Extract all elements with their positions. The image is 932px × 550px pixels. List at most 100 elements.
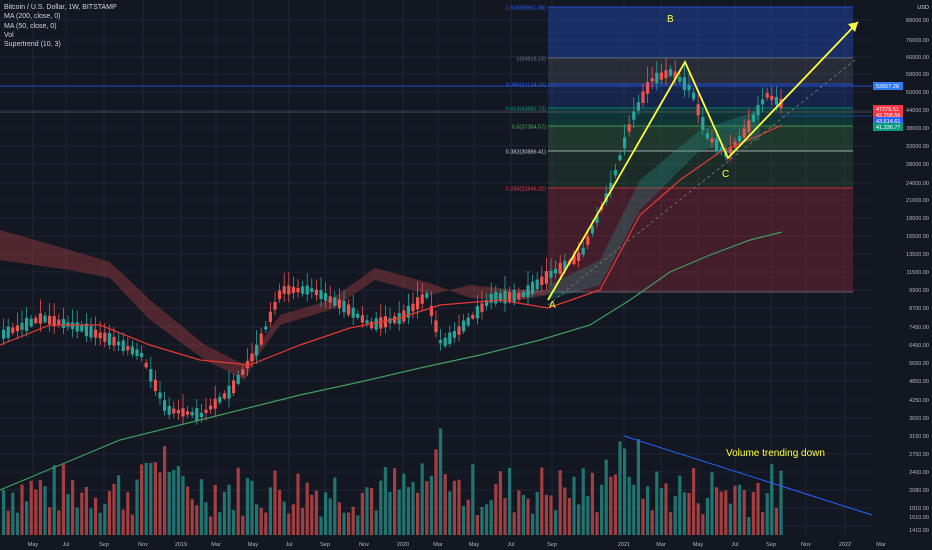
volume-bar [61, 464, 65, 535]
volume-bar [765, 493, 769, 535]
volume-bar [429, 475, 433, 535]
volume-bar [66, 493, 70, 535]
price-axis-label: 1810.00 [909, 506, 929, 512]
price-candle [535, 279, 539, 290]
price-candle [466, 317, 470, 326]
price-candle [540, 276, 544, 286]
volume-bar [103, 503, 107, 535]
price-candle [15, 325, 19, 332]
price-candle [489, 293, 493, 303]
volume-bar [600, 484, 604, 535]
price-axis-label: 24000.00 [906, 181, 929, 187]
price-candle [163, 400, 167, 411]
time-axis-label: Jul [285, 542, 292, 548]
price-axis-label: 32000.00 [906, 144, 929, 150]
fib-zone [548, 108, 853, 126]
price-candle [149, 369, 153, 382]
price-candle [6, 326, 10, 338]
volume-bar [715, 487, 719, 535]
volume-bar [374, 510, 378, 535]
time-axis [0, 535, 872, 550]
price-candle [301, 286, 305, 294]
price-candle [278, 290, 282, 300]
price-candle [715, 138, 719, 152]
volume-bar [126, 492, 130, 535]
volume-bar [632, 484, 636, 535]
volume-bar [52, 465, 56, 535]
price-candle [655, 72, 659, 84]
price-candle [531, 281, 535, 294]
legend-ma50[interactable]: MA (50, close, 0) [4, 22, 57, 30]
price-candle [296, 287, 300, 293]
volume-bar [480, 506, 484, 535]
volume-bar [779, 470, 783, 535]
price-candle [255, 344, 259, 356]
price-candle [521, 292, 525, 297]
volume-bar [604, 459, 608, 535]
legend-supertrend[interactable]: Supertrend (10, 3) [4, 41, 61, 49]
price-candle [241, 369, 245, 375]
volume-bar [724, 490, 728, 535]
price-candle [11, 327, 15, 333]
wave-abcd-line [547, 21, 859, 301]
price-candle [462, 320, 466, 332]
volume-bar [268, 487, 272, 535]
volume-bar [572, 476, 576, 535]
volume-bar [213, 484, 217, 535]
price-candle [503, 290, 507, 304]
volume-bar [636, 439, 640, 535]
volume-bar [770, 464, 774, 535]
volume-bar [149, 462, 153, 535]
volume-bar [20, 484, 24, 535]
legend-ma200[interactable]: MA (200, close, 0) [4, 13, 61, 21]
time-axis-label: Sep [320, 542, 330, 548]
price-candle [549, 270, 553, 278]
price-candle [121, 340, 125, 352]
volume-bar [563, 487, 567, 535]
price-candle [402, 310, 406, 322]
volume-bar [75, 507, 79, 535]
fib-level-label: 1.618(98951.88) [506, 6, 547, 12]
price-candle [140, 352, 144, 358]
volume-bar [278, 489, 282, 535]
volume-bar [301, 507, 305, 535]
time-axis-label: 2020 [397, 542, 409, 548]
price-candle [480, 303, 484, 312]
price-candle [636, 102, 640, 111]
price-candle [209, 405, 213, 410]
price-candle [328, 296, 332, 303]
price-candle [144, 362, 148, 368]
wave-label-c: C [722, 169, 729, 180]
price-axis-label: 18000.00 [906, 216, 929, 222]
symbol-title[interactable]: Bitcoin / U.S. Dollar, 1W, BITSTAMP [4, 4, 117, 11]
volume-bar [342, 512, 346, 535]
time-axis-label: Nov [138, 542, 148, 548]
time-axis-label: Sep [99, 542, 109, 548]
price-axis-label: 38000.00 [906, 126, 929, 132]
volume-bar [705, 497, 709, 535]
price-candle [448, 332, 452, 344]
price-axis-label: 1410.00 [909, 528, 929, 534]
fib-level-label: 0.382(30886.41) [506, 150, 547, 156]
price-axis-label: 2400.00 [909, 470, 929, 476]
price-candle [705, 132, 709, 139]
volume-bar [646, 486, 650, 535]
price-candle [48, 315, 52, 325]
volume-bar [25, 501, 29, 535]
price-candle [319, 290, 323, 300]
time-axis-label: Mar [433, 542, 443, 548]
price-candle [71, 322, 75, 330]
volume-bar [618, 441, 622, 535]
price-candle [25, 317, 29, 331]
volume-bar [84, 486, 88, 535]
price-candle [692, 92, 696, 100]
legend-volume[interactable]: Vol [4, 31, 14, 39]
price-candle [563, 261, 567, 270]
price-candle [199, 412, 203, 418]
volume-bar [761, 512, 765, 535]
volume-bar [535, 491, 539, 535]
price-candle [379, 317, 383, 329]
price-candle [498, 293, 502, 302]
